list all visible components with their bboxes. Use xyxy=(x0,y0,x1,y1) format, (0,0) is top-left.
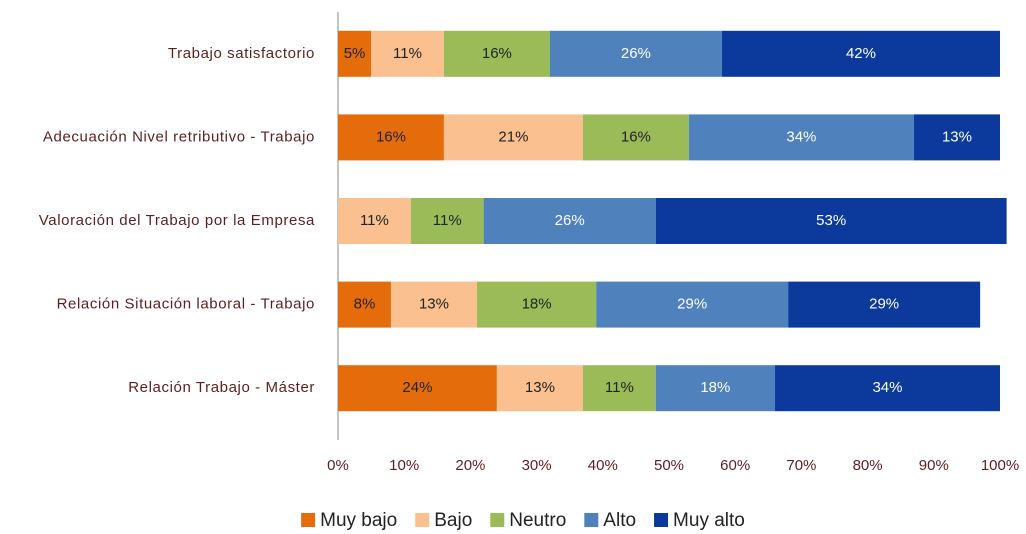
category-label: Trabajo satisfactorio xyxy=(168,45,315,62)
data-label: 11% xyxy=(433,212,462,229)
bar-segment xyxy=(410,198,484,244)
data-label: 26% xyxy=(555,212,585,229)
data-label: 11% xyxy=(393,45,422,62)
legend-swatch xyxy=(301,513,316,527)
bar-segment xyxy=(913,114,1000,161)
data-label: 24% xyxy=(402,379,432,396)
x-tick-label: 20% xyxy=(455,457,485,474)
x-tick-label: 100% xyxy=(981,457,1019,474)
legend-swatch xyxy=(584,513,599,527)
bar-segment xyxy=(596,281,789,328)
category-label: Relación Situación laboral - Trabajo xyxy=(57,296,315,313)
x-tick-label: 90% xyxy=(919,457,949,474)
bar-segment xyxy=(655,365,775,412)
bar-segment xyxy=(443,114,583,161)
legend-swatch xyxy=(490,513,505,527)
legend-label: Neutro xyxy=(509,510,566,531)
data-label: 18% xyxy=(700,379,730,396)
data-label: 18% xyxy=(522,296,552,313)
bar-segment xyxy=(549,30,722,77)
x-tick-label: 70% xyxy=(786,457,816,474)
bar-segment xyxy=(582,365,656,412)
data-label: 5% xyxy=(344,45,366,62)
data-label: 11% xyxy=(360,212,389,229)
bar-segment xyxy=(338,30,372,77)
data-label: 11% xyxy=(605,379,634,396)
data-label: 53% xyxy=(816,212,846,229)
bar-segment xyxy=(788,281,981,328)
data-label: 16% xyxy=(621,128,651,145)
category-label: Valoración del Trabajo por la Empresa xyxy=(39,212,315,229)
data-label: 29% xyxy=(677,296,707,313)
data-label: 13% xyxy=(419,296,449,313)
legend-label: Muy bajo xyxy=(320,510,397,531)
bar-segment xyxy=(338,281,391,328)
x-tick-label: 0% xyxy=(327,457,349,474)
bar-segment xyxy=(338,198,411,244)
x-tick-label: 50% xyxy=(654,457,684,474)
x-tick-label: 80% xyxy=(853,457,883,474)
data-label: 8% xyxy=(354,296,376,313)
data-label: 21% xyxy=(498,128,528,145)
data-label: 29% xyxy=(869,296,899,313)
category-label: Relación Trabajo - Máster xyxy=(128,379,315,396)
bar-segment xyxy=(655,198,1007,244)
legend-swatch xyxy=(415,513,430,527)
bar-segment xyxy=(721,30,1000,77)
bar-segment xyxy=(477,281,597,328)
legend-swatch xyxy=(654,513,669,527)
bar-segment xyxy=(443,30,550,77)
x-tick-label: 60% xyxy=(720,457,750,474)
bar-segment xyxy=(390,281,478,328)
x-tick-label: 10% xyxy=(389,457,419,474)
legend-label: Alto xyxy=(603,510,636,531)
bar-segment xyxy=(483,198,656,244)
legend-label: Muy alto xyxy=(673,510,745,531)
data-label: 26% xyxy=(621,45,651,62)
bar-segment xyxy=(582,114,689,161)
data-label: 16% xyxy=(376,128,406,145)
bar-segment xyxy=(496,365,583,412)
data-label: 34% xyxy=(872,379,902,396)
bar-segment xyxy=(338,365,497,412)
x-tick-label: 40% xyxy=(588,457,618,474)
bar-segment xyxy=(338,114,444,161)
data-label: 16% xyxy=(482,45,512,62)
legend-label: Bajo xyxy=(434,510,472,531)
bar-segment xyxy=(774,365,1000,412)
data-label: 34% xyxy=(786,128,816,145)
x-tick-label: 30% xyxy=(522,457,552,474)
category-label: Adecuación Nivel retributivo - Trabajo xyxy=(43,128,315,145)
bar-segment xyxy=(688,114,914,161)
bar-segment xyxy=(371,30,444,77)
data-label: 13% xyxy=(525,379,555,396)
data-label: 42% xyxy=(846,45,876,62)
data-label: 13% xyxy=(942,128,972,145)
